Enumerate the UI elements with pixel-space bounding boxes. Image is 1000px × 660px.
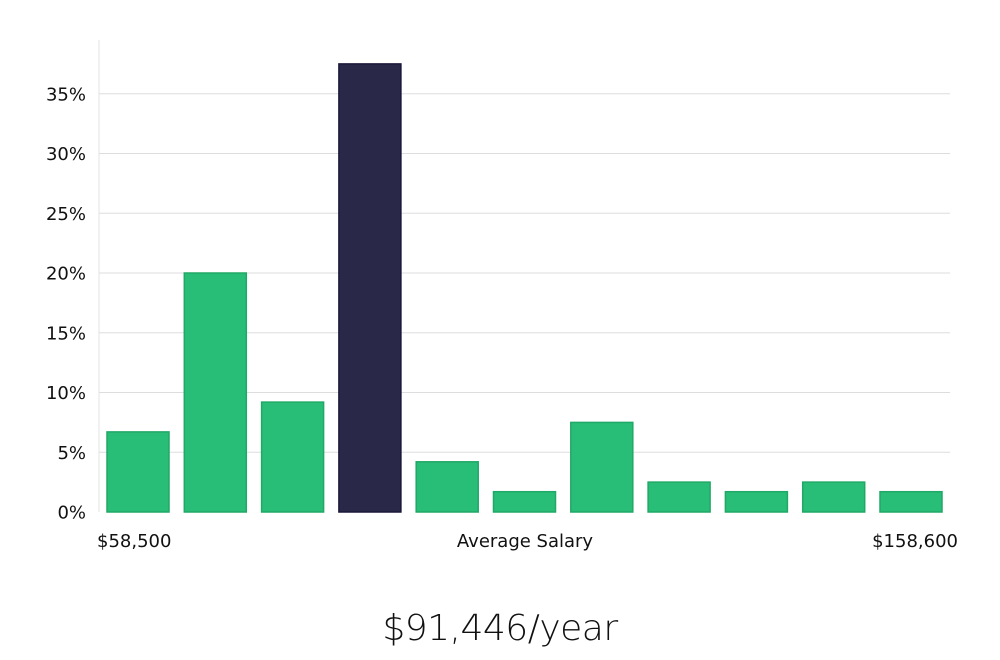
salary-histogram: 0% 5% 10% 15% 20% 25% 30% 35% $58,500 Average S…	[46, 40, 958, 552]
bar	[183, 272, 248, 513]
y-tick-label: 0%	[57, 503, 86, 524]
bar	[415, 461, 479, 513]
bar	[260, 401, 325, 513]
y-tick-label: 20%	[46, 264, 86, 285]
bar	[570, 421, 634, 513]
y-tick-label: 10%	[46, 383, 86, 404]
bar	[106, 431, 170, 513]
x-axis-max-label: $158,600	[872, 531, 958, 552]
bar	[801, 481, 866, 513]
x-axis-min-label: $58,500	[97, 531, 171, 552]
bar	[492, 490, 557, 513]
bar	[879, 490, 943, 513]
bar	[724, 490, 789, 513]
y-tick-label: 15%	[46, 323, 86, 344]
bar	[647, 481, 711, 513]
y-tick-label: 5%	[57, 443, 86, 464]
y-tick-label: 35%	[46, 84, 86, 105]
y-tick-label: 30%	[46, 144, 86, 165]
bars	[106, 63, 943, 513]
y-tick-label: 25%	[46, 204, 86, 225]
average-salary-value: $91,446/year	[382, 608, 618, 649]
y-axis-ticks: 0% 5% 10% 15% 20% 25% 30% 35%	[46, 84, 86, 523]
bar-highlighted	[338, 63, 402, 513]
x-axis-title: Average Salary	[457, 531, 594, 552]
